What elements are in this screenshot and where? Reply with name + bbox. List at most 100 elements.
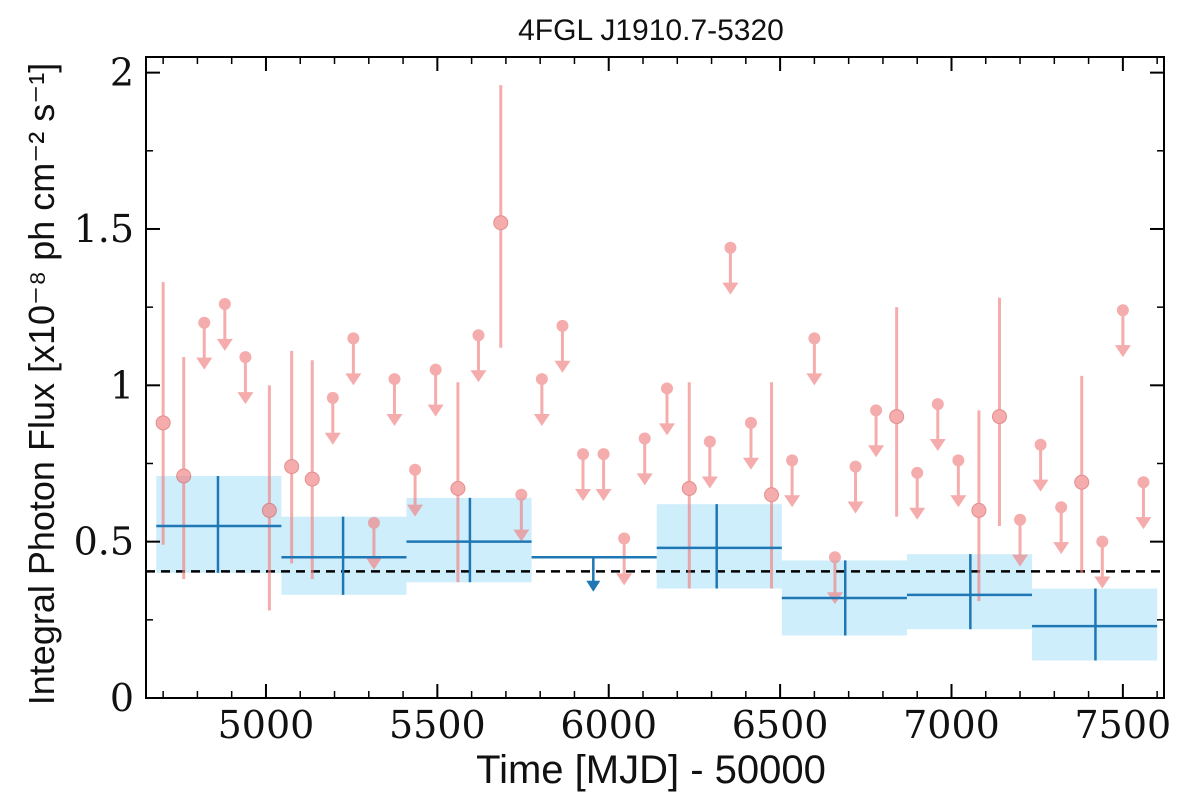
detection-point	[176, 357, 192, 580]
upper-limit-point	[826, 551, 843, 605]
detection-point	[261, 385, 277, 611]
y-tick-label: 2	[110, 51, 134, 95]
upper-limit-marker	[786, 454, 799, 467]
detection-point	[991, 297, 1007, 527]
detection-marker	[681, 481, 697, 497]
y-tick-label: 1	[110, 363, 134, 407]
detection-point	[284, 350, 300, 564]
upper-limit-marker	[952, 454, 965, 467]
y-tick-label: 1.5	[74, 207, 134, 251]
upper-limit-arrow	[575, 489, 592, 502]
upper-limit-marker	[638, 432, 651, 445]
upper-limit-arrow	[216, 338, 233, 351]
upper-limit-point	[324, 391, 341, 445]
detection-marker	[155, 415, 171, 431]
upper-limit-marker	[1096, 535, 1109, 548]
long-bin-point	[781, 560, 907, 636]
upper-limit-point	[595, 448, 612, 502]
long-bin-markers	[156, 475, 1158, 661]
upper-limit-point	[1053, 501, 1070, 555]
upper-limit-point	[1114, 304, 1131, 358]
upper-limit-arrow	[847, 501, 864, 514]
upper-limit-point	[196, 316, 213, 370]
upper-limit-marker	[1137, 476, 1150, 489]
upper-limit-marker	[388, 373, 401, 386]
detection-point	[155, 282, 171, 545]
x-tick-label: 7500	[1075, 703, 1172, 747]
x-tick-label: 6500	[732, 703, 829, 747]
x-tick-label: 7000	[903, 703, 1000, 747]
upper-limit-marker	[198, 316, 211, 329]
upper-limit-point	[847, 460, 864, 514]
upper-limit-arrow	[513, 529, 530, 542]
upper-limit-point	[427, 363, 444, 417]
upper-limit-point	[386, 373, 403, 426]
upper-limit-marker	[870, 404, 883, 417]
upper-limit-marker	[556, 319, 569, 332]
detection-marker	[764, 487, 780, 503]
long-bin-ul-arrow	[586, 580, 601, 592]
plot-frame	[145, 56, 1165, 699]
upper-limit-arrow	[636, 473, 653, 486]
detection-marker	[261, 502, 277, 518]
upper-limit-arrow	[658, 423, 675, 436]
upper-limit-arrow	[1094, 576, 1111, 589]
x-tick-label: 5500	[389, 703, 486, 747]
upper-limit-point	[868, 404, 885, 458]
long-bin-point	[656, 504, 782, 589]
long-bin-point	[906, 554, 1033, 630]
upper-limit-marker	[828, 551, 841, 564]
upper-limit-point	[701, 435, 718, 489]
upper-limit-marker	[1014, 513, 1027, 526]
upper-limit-marker	[808, 332, 821, 345]
upper-limit-arrow	[616, 573, 633, 586]
x-axis-label: Time [MJD] - 50000	[476, 748, 826, 792]
long-bin-point	[406, 497, 532, 583]
upper-limit-arrow	[470, 370, 487, 383]
upper-limit-marker	[703, 435, 716, 448]
upper-limit-point	[950, 454, 967, 508]
upper-limit-marker	[326, 391, 339, 404]
upper-limit-marker	[347, 332, 360, 345]
upper-limit-marker	[931, 398, 944, 411]
upper-limit-marker	[535, 373, 548, 386]
upper-limit-point	[533, 373, 550, 426]
upper-limit-point	[929, 398, 946, 451]
detection-marker	[176, 468, 192, 484]
upper-limit-point	[407, 463, 424, 517]
detection-point	[450, 382, 466, 583]
upper-limit-point	[1012, 513, 1029, 567]
x-tick-label: 6000	[560, 703, 657, 747]
axes: 5000 5500 6000 6500 7000 7500 0 0.5 1 1.5 2	[74, 51, 1172, 747]
upper-limit-marker	[1034, 438, 1047, 451]
upper-limit-arrow	[742, 457, 759, 470]
detection-marker	[889, 409, 905, 425]
upper-limit-arrow	[386, 413, 403, 426]
upper-limit-point	[806, 332, 823, 386]
x-tick-label: 5000	[218, 703, 315, 747]
upper-limit-arrow	[929, 438, 946, 451]
upper-limit-marker	[911, 466, 924, 479]
upper-limit-point	[658, 382, 675, 436]
upper-limit-marker	[367, 516, 380, 529]
upper-limit-marker	[472, 329, 485, 342]
chart-title: 4FGL J1910.7-5320	[518, 14, 784, 47]
detection-point	[493, 85, 509, 348]
upper-limit-marker	[597, 448, 610, 461]
upper-limit-marker	[660, 382, 673, 395]
upper-limit-arrow	[950, 495, 967, 508]
detection-marker	[1074, 474, 1090, 490]
upper-limit-point	[616, 532, 633, 586]
upper-limit-arrow	[427, 404, 444, 417]
detection-point	[1074, 375, 1090, 573]
detection-point	[681, 382, 697, 589]
long-bin-point	[156, 475, 282, 573]
upper-limit-marker	[1116, 304, 1129, 317]
upper-limit-point	[742, 416, 759, 470]
upper-limit-arrow	[365, 557, 382, 570]
short-bin-markers	[155, 85, 1152, 611]
upper-limit-arrow	[722, 282, 739, 295]
detection-marker	[450, 481, 466, 497]
upper-limit-point	[237, 351, 254, 405]
